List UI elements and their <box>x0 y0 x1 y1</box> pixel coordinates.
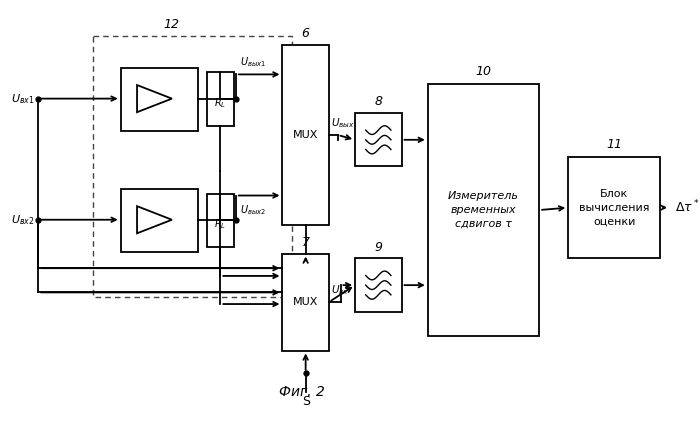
Text: $U_{вх1}$: $U_{вх1}$ <box>11 92 35 105</box>
Text: $U_{вых}$: $U_{вых}$ <box>331 116 355 130</box>
Bar <box>428 84 539 336</box>
Bar <box>120 189 198 252</box>
Bar <box>355 258 402 312</box>
Text: $U_{вх}$: $U_{вх}$ <box>331 283 349 297</box>
Bar <box>120 68 198 131</box>
Text: Измеритель
временных
сдвигов τ: Измеритель временных сдвигов τ <box>448 191 519 229</box>
Text: MUX: MUX <box>293 297 319 307</box>
Bar <box>93 36 292 297</box>
Text: Фиг. 2: Фиг. 2 <box>279 385 325 399</box>
Text: Блок
вычисления
оценки: Блок вычисления оценки <box>579 189 650 227</box>
Text: 11: 11 <box>606 138 622 151</box>
Bar <box>206 194 234 247</box>
Text: 10: 10 <box>475 65 491 78</box>
Polygon shape <box>137 85 172 112</box>
Text: $U_{вх2}$: $U_{вх2}$ <box>11 213 34 227</box>
Text: $U_{вых2}$: $U_{вых2}$ <box>240 203 267 217</box>
Text: 8: 8 <box>374 95 382 108</box>
Text: MUX: MUX <box>293 130 319 140</box>
Polygon shape <box>137 206 172 233</box>
Text: 7: 7 <box>302 236 309 249</box>
Text: $\Delta\tau^*$: $\Delta\tau^*$ <box>675 199 699 215</box>
Text: $R_L$: $R_L$ <box>214 96 226 110</box>
Text: 12: 12 <box>163 18 179 31</box>
Text: 6: 6 <box>302 27 309 39</box>
Text: S: S <box>302 395 309 408</box>
Bar <box>355 113 402 166</box>
Text: 9: 9 <box>374 241 382 254</box>
Bar <box>206 72 234 126</box>
Bar <box>282 45 329 225</box>
Bar <box>282 254 329 351</box>
Text: $R_L$: $R_L$ <box>214 217 226 231</box>
Bar <box>568 157 660 258</box>
Text: $U_{вых1}$: $U_{вых1}$ <box>240 55 267 69</box>
